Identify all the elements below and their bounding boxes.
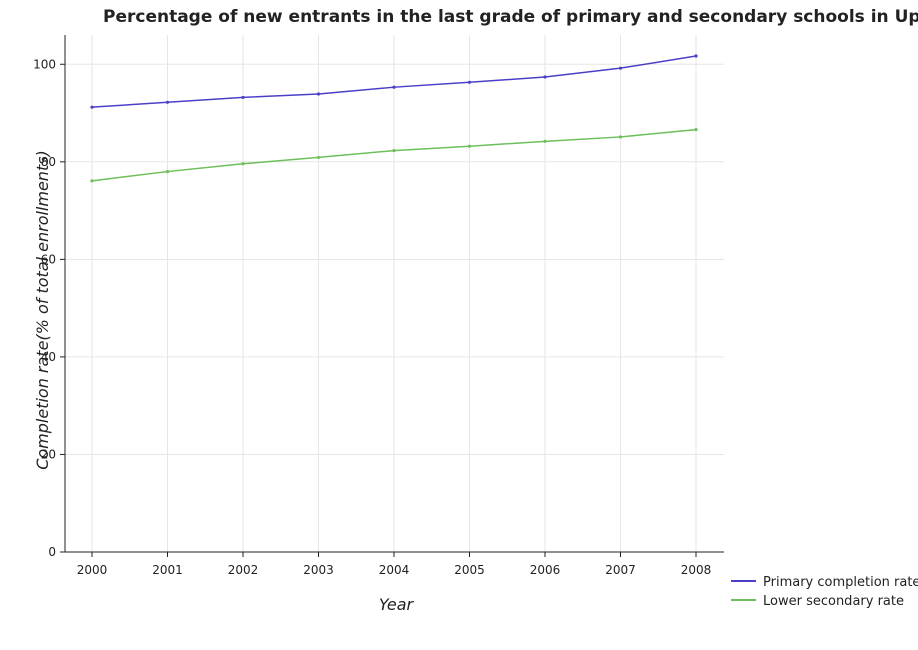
data-point	[90, 179, 94, 183]
data-point	[467, 80, 472, 84]
x-tick-label: 2002	[228, 563, 259, 577]
data-point	[694, 128, 698, 132]
grid	[65, 35, 724, 553]
data-point	[694, 54, 698, 58]
y-tick-label: 0	[48, 545, 56, 559]
legend-label: Primary completion rate	[763, 575, 918, 590]
data-point	[90, 105, 94, 109]
data-point	[392, 148, 396, 153]
y-tick-label: 40	[41, 350, 56, 364]
y-tick-label: 100	[33, 57, 56, 71]
chart-title: Percentage of new entrants in the last g…	[103, 7, 918, 27]
x-tick-label: 2005	[454, 563, 485, 577]
data-point	[316, 92, 321, 96]
x-tick-label: 2004	[379, 563, 410, 577]
data-point	[241, 162, 245, 166]
series	[90, 54, 698, 183]
legend-label: Lower secondary rate	[763, 594, 904, 609]
data-point	[316, 155, 321, 160]
data-point	[165, 100, 170, 104]
data-point	[543, 75, 547, 79]
y-axis-title: Completion rate(% of total enrollments)	[33, 150, 52, 470]
x-tick-label: 2008	[681, 563, 712, 577]
x-tick-label: 2001	[152, 563, 183, 577]
x-axis-title: Year	[379, 595, 415, 614]
data-point	[618, 66, 623, 70]
data-point	[543, 139, 547, 143]
x-tick-label: 2003	[303, 563, 334, 577]
data-point	[241, 95, 245, 100]
data-point	[392, 85, 396, 89]
x-tick-label: 2007	[605, 563, 636, 577]
x-tick-label: 2000	[77, 563, 108, 577]
y-tick-label: 20	[41, 447, 56, 461]
legend: Primary completion rate Lower secondary r…	[731, 575, 918, 609]
x-tick-label: 2006	[530, 563, 561, 577]
data-point	[618, 135, 623, 139]
data-point	[165, 169, 170, 174]
y-tick-label: 80	[41, 155, 56, 169]
y-tick-label: 60	[41, 252, 56, 266]
data-point	[467, 144, 472, 148]
tick-labels: 2000 2001 2002 2003 2004 2005 2006 2007 2008 0 20 4…	[33, 57, 711, 577]
